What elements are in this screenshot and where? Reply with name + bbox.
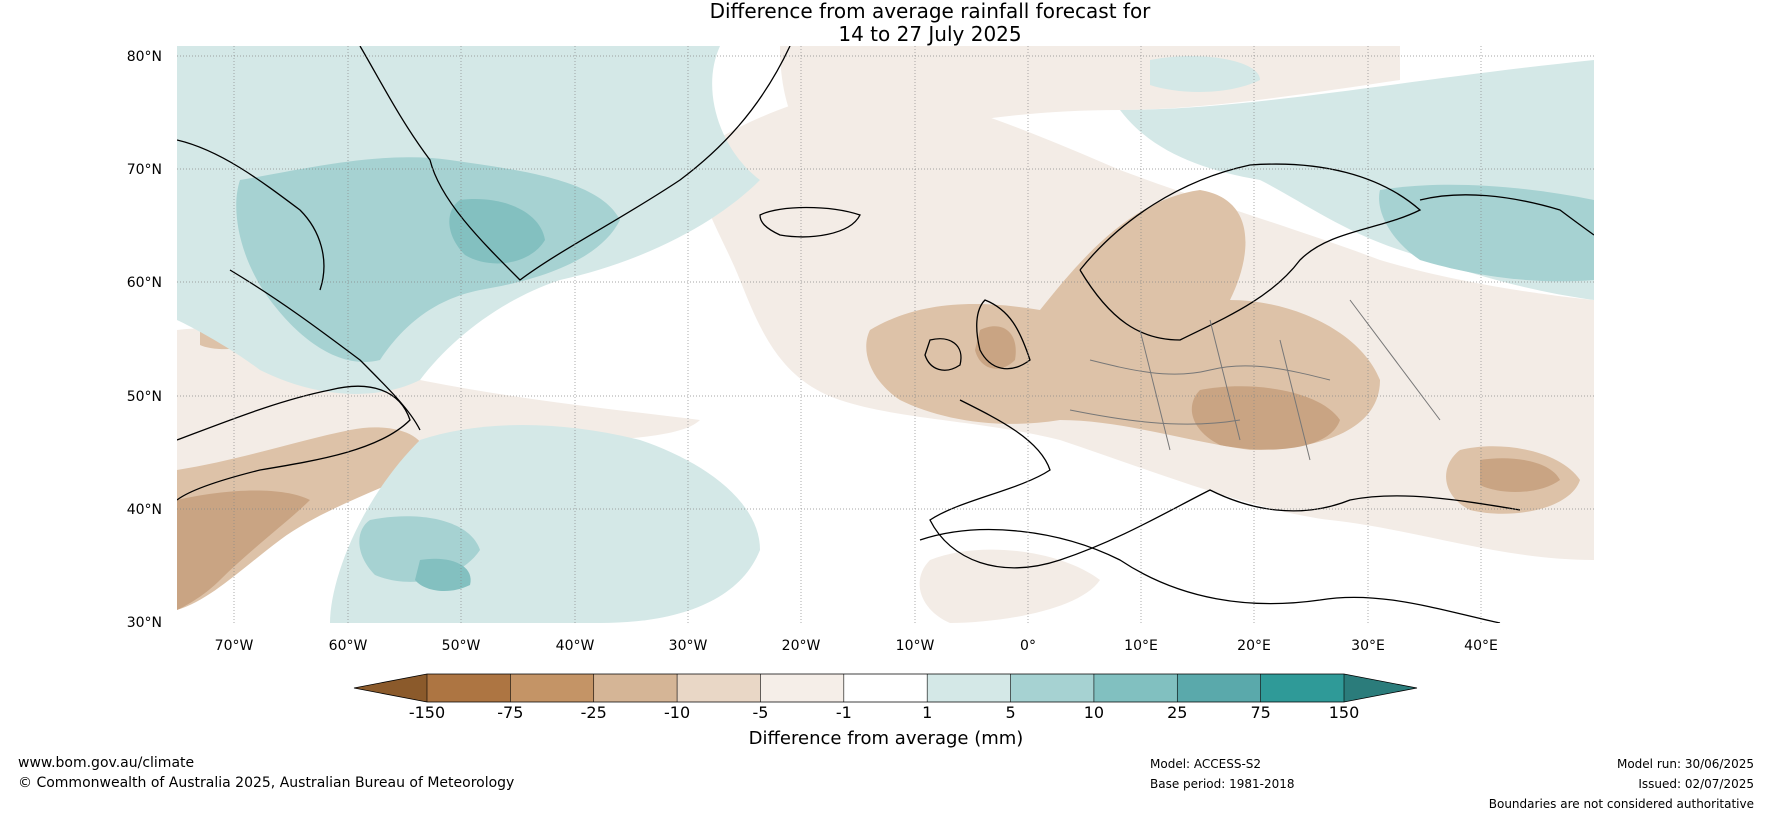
colorbar-segment (510, 674, 595, 702)
gridlines (177, 46, 1594, 623)
colorbar-tick-label: -5 (752, 703, 768, 722)
colorbar-segment (427, 674, 511, 702)
dry-strong-region-atlantic (177, 490, 310, 610)
model-text: Model: ACCESS-S2 (1150, 757, 1262, 771)
latitude-labels: 80°N 70°N 60°N 50°N 40°N 30°N (127, 49, 162, 631)
dry-moderate-region-europe (866, 190, 1380, 450)
country-borders (1069, 299, 1441, 461)
colorbar-segment (593, 674, 678, 702)
colorbar-segment (1010, 674, 1095, 702)
colorbar-segment (677, 674, 761, 702)
dry-strong-region-caspian (1480, 458, 1560, 492)
longitude-labels: 70°W 60°W 50°W 40°W 30°W 20°W 10°W 0° 10… (215, 638, 1498, 654)
colorbar-tick-label: -10 (664, 703, 690, 722)
colorbar-tick-label: 1 (922, 703, 932, 722)
colorbar-extend-high (1344, 674, 1417, 702)
lon-label: 10°W (896, 638, 935, 654)
europe-coast (929, 399, 1521, 569)
ireland-coast (924, 338, 962, 371)
wet-strong-region-greenland (449, 199, 545, 264)
lon-label: 50°W (442, 638, 481, 654)
lon-label: 10°E (1124, 638, 1158, 654)
colorbar-tick-label: -1 (836, 703, 852, 722)
lat-label: 70°N (127, 162, 162, 178)
lon-label: 30°E (1351, 638, 1385, 654)
labrador-coast (229, 269, 421, 431)
lat-label: 80°N (127, 49, 162, 65)
lon-label: 60°W (329, 638, 368, 654)
website-text: www.bom.gov.au/climate (18, 755, 195, 771)
lon-label: 70°W (215, 638, 254, 654)
lat-label: 50°N (127, 389, 162, 405)
colorbar: -150 -75 -25 -10 -5 -1 1 5 10 25 75 150 (353, 673, 1418, 722)
colorbar-tick-label: -75 (497, 703, 523, 722)
colorbar-tick-label: 25 (1167, 703, 1187, 722)
anomaly-layer (177, 46, 1594, 623)
title-line-1: Difference from average rainfall forecas… (709, 0, 1151, 23)
colorbar-segment (927, 674, 1012, 702)
wet-strong-region-atlantic (415, 558, 471, 592)
wet-moderate-region-greenland (236, 157, 620, 362)
baffin-coast (177, 139, 325, 291)
colorbar-segment (760, 674, 845, 702)
title-line-2: 14 to 27 July 2025 (838, 22, 1022, 46)
iceland-coast (759, 206, 861, 238)
dry-light-region-atlantic (177, 328, 700, 590)
north-america-coast (177, 385, 411, 501)
colorbar-segment (1177, 674, 1262, 702)
lat-label: 30°N (127, 615, 162, 631)
wet-light-region-svalbard (1150, 56, 1260, 92)
lat-label: 40°N (127, 502, 162, 518)
colorbar-segment (1093, 674, 1178, 702)
disclaimer-text: Boundaries are not considered authoritat… (1488, 797, 1754, 811)
lon-label: 20°E (1237, 638, 1271, 654)
colorbar-tick-label: 150 (1329, 703, 1360, 722)
lat-label: 60°N (127, 275, 162, 291)
copyright-text: © Commonwealth of Australia 2025, Austra… (18, 775, 515, 791)
colorbar-tick-label: 10 (1084, 703, 1104, 722)
wet-moderate-region-russia (1379, 184, 1594, 282)
lon-label: 40°W (556, 638, 595, 654)
lon-label: 20°W (782, 638, 821, 654)
colorbar-segment (843, 674, 928, 702)
colorbar-tick-label: -25 (581, 703, 607, 722)
dry-light-region-africa (919, 549, 1100, 623)
colorbar-segment (1260, 674, 1345, 702)
africa-coast (919, 528, 1501, 623)
model-run-text: Model run: 30/06/2025 (1616, 757, 1754, 771)
lon-label: 40°E (1464, 638, 1498, 654)
russia-coast (1419, 194, 1594, 236)
dry-moderate-region-atlantic (177, 427, 426, 610)
issued-text: Issued: 02/07/2025 (1638, 777, 1754, 791)
coastlines (177, 46, 1594, 623)
colorbar-title: Difference from average (mm) (748, 728, 1024, 749)
lon-label: 30°W (669, 638, 708, 654)
uk-coast (976, 299, 1031, 370)
lon-label: 0° (1020, 638, 1036, 654)
chart-title: Difference from average rainfall forecas… (630, 0, 1230, 46)
colorbar-tick-label: 75 (1250, 703, 1270, 722)
scandinavia-coast (1079, 163, 1422, 341)
colorbar-tick-label: 5 (1005, 703, 1015, 722)
base-period-text: Base period: 1981-2018 (1150, 777, 1295, 791)
colorbar-extend-low (354, 674, 427, 702)
colorbar-tick-label: -150 (409, 703, 445, 722)
greenland-coast (359, 46, 791, 281)
